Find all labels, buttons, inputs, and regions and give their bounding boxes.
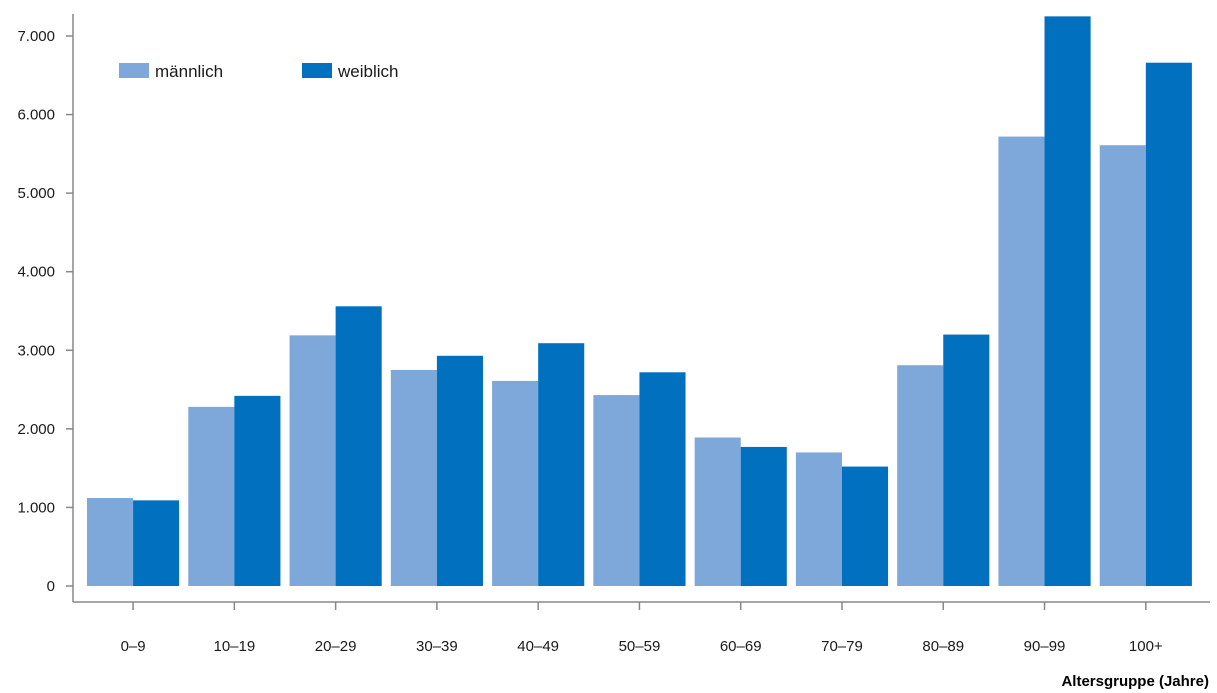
bar-männlich-2: [289, 335, 336, 586]
x-tick-label: 90–99: [1024, 638, 1066, 655]
bars: [87, 16, 1192, 587]
x-tick-label: 40–49: [517, 638, 559, 655]
x-tick-label: 10–19: [213, 638, 255, 655]
legend: männlich weiblich: [119, 62, 398, 81]
bar-männlich-8: [897, 365, 944, 586]
y-tick-label: 7.000: [17, 28, 55, 45]
bar-weiblich-3: [436, 355, 483, 586]
y-tick-label: 3.000: [17, 342, 55, 359]
bar-weiblich-8: [943, 334, 990, 586]
x-tick-label: 20–29: [315, 638, 357, 655]
legend-label-weiblich: weiblich: [337, 62, 398, 81]
bar-männlich-0: [87, 498, 134, 586]
bar-männlich-5: [593, 395, 640, 586]
x-tick-label: 70–79: [821, 638, 863, 655]
bar-männlich-3: [390, 369, 437, 586]
bar-männlich-1: [188, 406, 235, 586]
y-tick-label: 6.000: [17, 107, 55, 124]
x-tick-label: 60–69: [720, 638, 762, 655]
y-tick-label: 4.000: [17, 264, 55, 281]
x-tick-label: 50–59: [619, 638, 661, 655]
y-tick-label: 5.000: [17, 185, 55, 202]
y-tick-label: 0: [47, 578, 55, 595]
y-tick-label: 1.000: [17, 499, 55, 516]
bar-weiblich-10: [1145, 62, 1192, 586]
y-axis: 0 1.000 2.000 3.000 4.000 5.000 6.000 7.000: [17, 14, 74, 602]
bar-weiblich-9: [1044, 16, 1091, 587]
bar-weiblich-7: [841, 466, 889, 586]
x-tick-label: 100+: [1129, 638, 1163, 655]
legend-swatch-weiblich: [302, 63, 332, 78]
bar-männlich-10: [1099, 145, 1146, 586]
x-axis-title: Altersgruppe (Jahre): [1061, 673, 1209, 690]
bar-weiblich-1: [234, 395, 281, 586]
bar-männlich-6: [694, 437, 741, 586]
bar-weiblich-2: [335, 306, 382, 586]
bar-männlich-7: [795, 452, 842, 586]
x-tick-label: 0–9: [121, 638, 146, 655]
x-axis: 0–9 10–19 20–29 30–39 40–49 50–59 60–69 70–79 80…: [73, 601, 1210, 655]
bar-weiblich-0: [133, 500, 180, 586]
bar-weiblich-5: [639, 372, 686, 586]
y-tick-label: 2.000: [17, 421, 55, 438]
legend-label-maennlich: männlich: [155, 62, 223, 81]
x-tick-label: 30–39: [416, 638, 458, 655]
bar-weiblich-6: [740, 446, 787, 586]
x-tick-label: 80–89: [922, 638, 964, 655]
bar-männlich-4: [492, 380, 539, 586]
bar-männlich-9: [998, 136, 1045, 586]
bar-weiblich-4: [538, 343, 585, 586]
legend-swatch-maennlich: [119, 63, 149, 78]
